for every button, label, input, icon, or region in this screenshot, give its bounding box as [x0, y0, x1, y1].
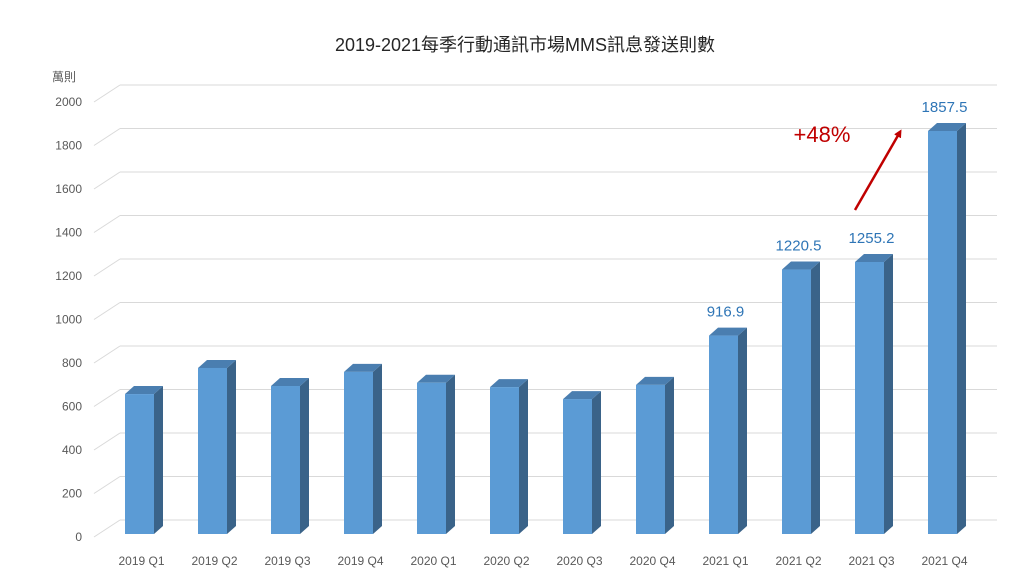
bar-2019-q4 [344, 363, 382, 534]
x-tick-label: 2021 Q4 [921, 554, 967, 568]
y-tick-label: 400 [62, 443, 82, 457]
bars [125, 122, 966, 535]
y-tick-label: 1000 [55, 313, 82, 327]
bar-2019-q1 [125, 386, 163, 534]
data-label: 1255.2 [849, 230, 895, 247]
x-tick-label: 2019 Q3 [264, 554, 310, 568]
y-axis-unit-label: 萬則 [52, 70, 76, 84]
x-tick-label: 2020 Q2 [483, 554, 529, 568]
x-tick-label: 2019 Q1 [118, 554, 164, 568]
data-label: 1220.5 [776, 238, 822, 255]
y-tick-label: 1200 [55, 269, 82, 283]
x-tick-label: 2020 Q3 [556, 554, 602, 568]
growth-annotation: +48% [794, 122, 902, 211]
data-label: 1857.5 [922, 99, 968, 116]
x-tick-label: 2020 Q1 [410, 554, 456, 568]
bar-2019-q3 [271, 378, 309, 534]
bar-2021-q2 [782, 261, 820, 534]
x-tick-label: 2021 Q1 [702, 554, 748, 568]
y-tick-label: 1800 [55, 139, 82, 153]
bar-2021-q4 [928, 122, 966, 535]
y-axis-ticks: 0 200 400 600 800 1000 1200 1400 1600 1800 2000 [55, 95, 82, 544]
bar-2020-q3 [563, 391, 601, 534]
growth-arrow-icon [853, 129, 902, 211]
y-tick-label: 200 [62, 487, 82, 501]
x-axis-labels: 2019 Q1 2019 Q2 2019 Q3 2019 Q4 2020 Q1 2020 … [118, 554, 967, 568]
data-labels: 916.9 1220.5 1255.2 1857.5 [707, 99, 968, 321]
y-tick-label: 1600 [55, 182, 82, 196]
growth-percentage-label: +48% [794, 122, 851, 147]
x-tick-label: 2019 Q4 [337, 554, 383, 568]
x-tick-label: 2019 Q2 [191, 554, 237, 568]
y-tick-label: 0 [75, 530, 82, 544]
gridlines [93, 84, 997, 538]
y-tick-label: 1400 [55, 226, 82, 240]
x-tick-label: 2020 Q4 [629, 554, 675, 568]
bar-2020-q4 [636, 376, 674, 534]
bar-2020-q2 [490, 379, 528, 534]
bar-2021-q3 [855, 253, 893, 534]
y-tick-label: 2000 [55, 95, 82, 109]
x-tick-label: 2021 Q3 [848, 554, 894, 568]
y-tick-label: 600 [62, 400, 82, 414]
bar-2020-q1 [417, 374, 455, 534]
x-tick-label: 2021 Q2 [775, 554, 821, 568]
y-tick-label: 800 [62, 356, 82, 370]
chart-title: 2019-2021每季行動通訊市場MMS訊息發送則數 [335, 35, 715, 55]
data-label: 916.9 [707, 304, 745, 321]
bar-2021-q1 [709, 327, 747, 534]
bar-2019-q2 [198, 359, 236, 534]
